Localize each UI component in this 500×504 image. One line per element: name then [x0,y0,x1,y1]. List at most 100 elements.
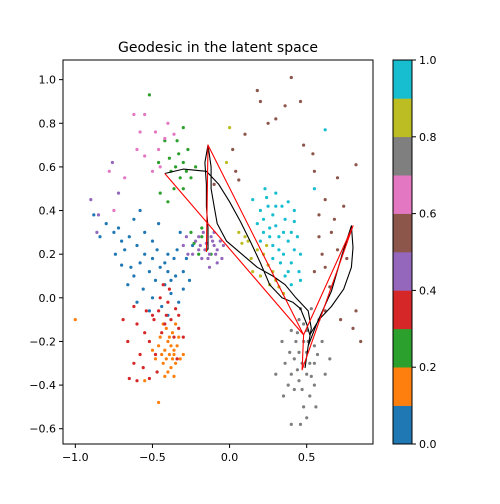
scatter-point-class-4 [198,243,202,248]
scatter-point-class-4 [215,261,219,265]
scatter-point-class-0 [177,300,181,304]
scatter-point-class-3 [144,309,148,313]
y-axis: −0.6 −0.4 −0.2 0.0 0.2 0.4 0.6 0.8 1.0 [29,74,63,436]
scatter-point-class-1 [164,357,168,361]
scatter-point-class-1 [169,344,173,348]
scatter-point-class-5 [345,256,349,261]
scatter-point-class-0 [120,239,124,243]
scatter-point-class-5 [255,88,259,93]
scatter-point-class-1 [73,318,77,322]
scatter-point-class-3 [177,326,181,330]
scatter-point-class-1 [157,400,161,405]
scatter-point-class-4 [184,235,188,239]
scatter-point-class-5 [335,248,340,252]
scatter-point-class-4 [110,160,114,165]
y-tick-label: −0.4 [29,379,56,392]
scatter-point-class-0 [135,300,139,304]
scatter-point-class-9 [258,208,262,213]
scatter-point-class-6 [158,165,162,169]
scatter-point-class-0 [187,278,192,282]
scatter-point-class-4 [218,239,222,243]
x-tick-label: −0.5 [139,451,166,464]
y-tick-label: −0.2 [29,335,56,348]
scatter-point-class-3 [135,379,139,383]
scatter-point-class-7 [312,361,316,365]
scatter-point-class-1 [181,352,185,357]
scatter-point-class-3 [172,335,176,339]
scatter-point-class-2 [177,152,181,156]
scatter-point-class-0 [104,222,108,226]
scatter-point-class-8 [240,241,244,245]
scatter-point-class-0 [116,226,121,230]
scatter-point-class-1 [172,352,176,357]
scatter-point-class-7 [320,339,324,344]
scatter-points [73,75,363,426]
x-tick-label: 0.5 [298,451,316,464]
y-tick-label: 0.0 [39,292,57,305]
scatter-point-class-1 [167,352,171,357]
scatter-point-class-0 [132,217,136,221]
scatter-point-class-0 [174,274,178,278]
scatter-point-class-5 [237,178,241,182]
scatter-point-class-9 [298,278,303,282]
colorbar-tick-label: 1.0 [419,54,437,67]
scatter-point-class-0 [126,283,130,287]
scatter-point-class-7 [294,339,298,344]
scatter-point-class-7 [289,372,293,376]
scatter-point-class-5 [258,99,262,104]
scatter-point-class-1 [143,379,147,383]
scatter-point-class-1 [167,335,171,339]
colorbar-segment [393,290,412,330]
scatter-point-class-9 [274,204,278,208]
scatter-point-class-9 [268,226,272,230]
scatter-point-class-3 [126,339,130,344]
colorbar-segment [393,98,412,138]
scatter-point-class-1 [166,339,170,344]
scatter-point-class-4 [95,230,99,234]
scatter-point-class-9 [258,239,262,243]
scatter-point-class-5 [243,132,247,136]
scatter-point-class-9 [289,283,293,287]
scatter-point-class-4 [194,239,198,243]
colorbar-tick-label: 0.0 [419,438,437,451]
scatter-point-class-9 [286,200,290,204]
scatter-point-class-0 [127,235,131,239]
scatter-point-class-7 [280,339,284,344]
scatter-point-class-9 [298,252,303,256]
scatter-point-class-3 [143,331,147,335]
scatter-point-class-1 [172,348,176,352]
scatter-point-class-3 [155,370,159,374]
scatter-point-class-7 [289,422,293,426]
scatter-point-class-9 [266,204,270,208]
scatter-point-class-9 [271,213,275,217]
scatter-point-class-4 [207,252,212,256]
scatter-point-class-9 [261,230,266,234]
scatter-point-class-0 [143,230,147,234]
scatter-point-class-5 [335,176,340,180]
scatter-point-class-7 [305,416,309,420]
scatter-point-class-5 [317,235,321,239]
scatter-point-class-0 [157,222,161,226]
colorbar-frame [392,59,413,445]
scatter-point-class-4 [197,248,201,252]
scatter-point-class-8 [243,235,247,239]
scatter-point-class-0 [138,208,142,213]
y-tick-label: 0.2 [39,248,57,261]
scatter-point-class-0 [169,291,173,296]
scatter-point-class-5 [311,152,315,156]
scatter-point-class-7 [298,422,303,426]
scatter-point-class-9 [286,270,290,274]
scatter-point-class-9 [261,217,266,221]
scatter-point-class-4 [221,243,225,248]
scatter-point-class-3 [158,296,162,300]
scatter-point-class-9 [281,230,286,234]
scatter-point-class-5 [274,117,278,121]
scatter-point-class-4 [203,248,207,252]
scatter-point-class-0 [169,278,173,282]
scatter-point-class-5 [298,99,303,104]
scatter-point-class-9 [292,208,296,213]
scatter-point-class-0 [155,248,159,252]
scatter-point-class-0 [123,248,127,252]
scatter-point-class-0 [163,261,167,265]
scatter-point-class-9 [297,270,301,274]
